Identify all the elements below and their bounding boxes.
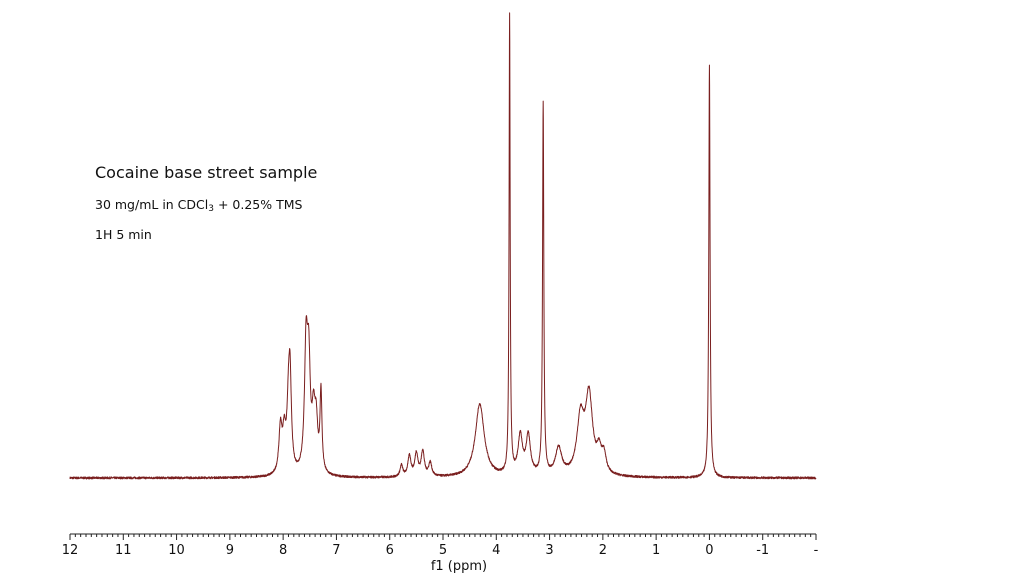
x-tick-label: 10 xyxy=(168,543,185,558)
x-tick-label: 12 xyxy=(62,543,79,558)
x-tick-label: 7 xyxy=(332,543,340,558)
spectrum-line xyxy=(69,12,817,480)
x-tick-label: 11 xyxy=(115,543,132,558)
x-tick-label: 3 xyxy=(545,543,553,558)
solvent-prefix: 30 mg/mL in CDCl xyxy=(95,197,209,212)
x-tick-label: 6 xyxy=(386,543,394,558)
x-axis-label: f1 (ppm) xyxy=(431,559,487,574)
solvent-subscript: 3 xyxy=(208,204,214,214)
solvent-annotation: 30 mg/mL in CDCl3 + 0.25% TMS xyxy=(95,197,303,214)
x-tick-label: -1 xyxy=(756,543,769,558)
x-tick-label: 4 xyxy=(492,543,500,558)
x-tick-label: 8 xyxy=(279,543,287,558)
x-tick-label: 2 xyxy=(599,543,607,558)
experiment-annotation: 1H 5 min xyxy=(95,227,152,242)
x-tick-label: 0 xyxy=(705,543,713,558)
x-tick-label: 9 xyxy=(226,543,234,558)
x-tick-label: 5 xyxy=(439,543,447,558)
x-tick-label: - xyxy=(814,543,819,558)
chart-title: Cocaine base street sample xyxy=(95,163,318,182)
x-tick-label: 1 xyxy=(652,543,660,558)
solvent-suffix: + 0.25% TMS xyxy=(213,197,303,212)
